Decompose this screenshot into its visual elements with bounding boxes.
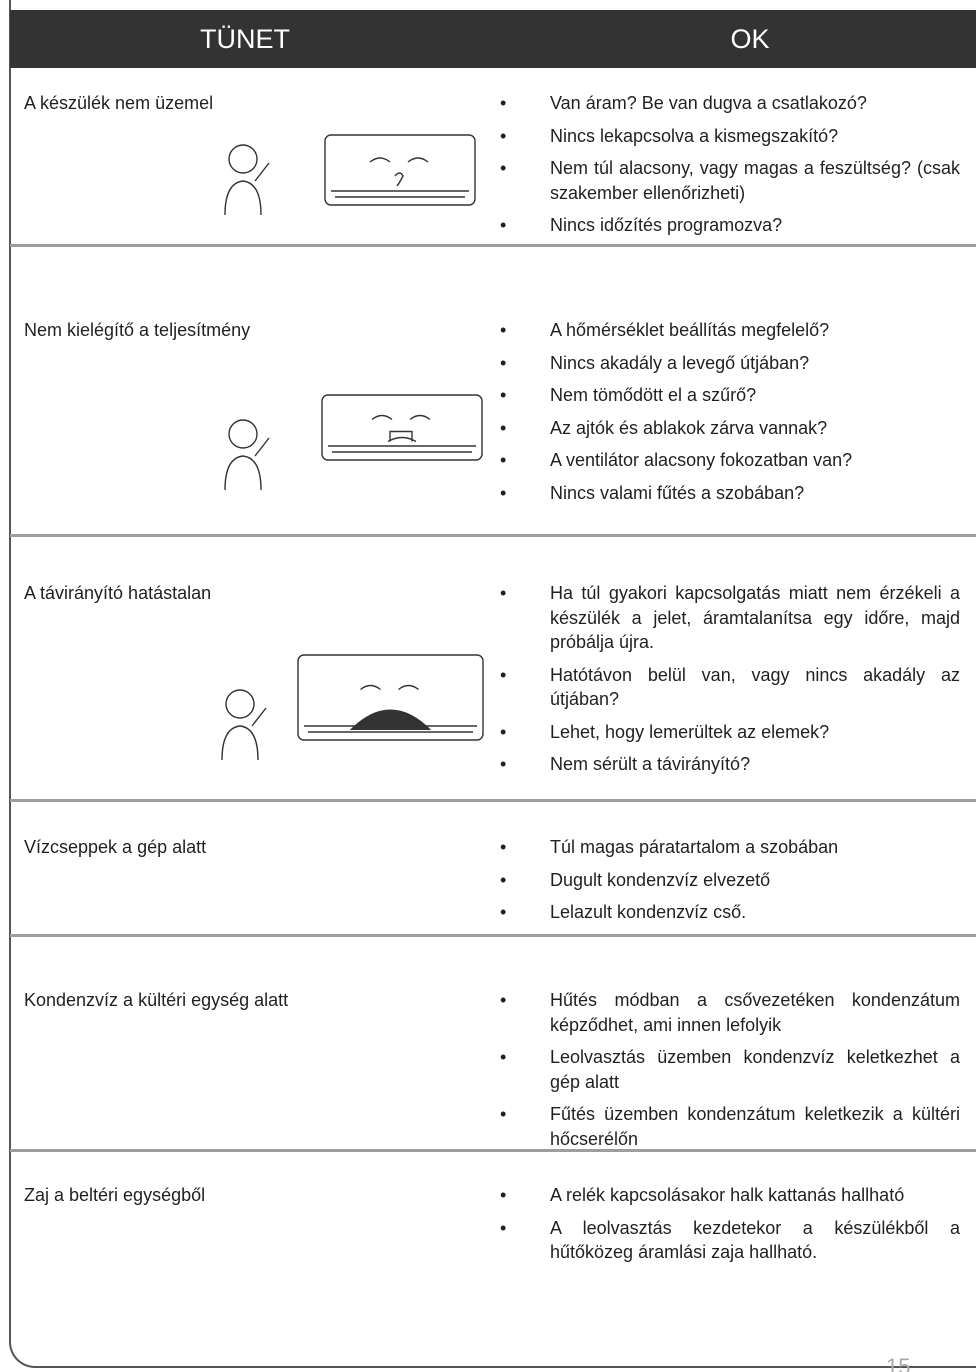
cause-list: • A relék kapcsolásakor halk kattanás hal… [500, 1183, 960, 1273]
cause-list: • Van áram? Be van dugva a csatlakozó? • Ni… [500, 91, 960, 246]
cause-list: • A hőmérséklet beállítás megfelelő? • Ninc… [500, 318, 960, 513]
cause: • A relék kapcsolásakor halk kattanás hal… [500, 1183, 960, 1208]
cause-text: A relék kapcsolásakor halk kattanás hall… [550, 1185, 905, 1205]
row-separator [10, 534, 976, 537]
bullet: • [500, 385, 507, 405]
column-header: TÜNET [200, 24, 290, 54]
bullet: • [500, 869, 507, 890]
cause: • Nem sérült a távirányító? [500, 752, 960, 777]
bullet: • [500, 320, 507, 340]
cause-text: A hőmérséklet beállítás megfelelő? [550, 320, 830, 340]
cause: • Túl magas páratartalom a szobában [500, 835, 960, 860]
cause-text: Nincs valami fűtés a szobában? [550, 482, 805, 503]
bullet: • [500, 417, 507, 438]
cause-text: Hűtés módban a csővezetéken kondenzátum … [550, 990, 960, 1035]
row-separator [10, 244, 976, 247]
cause: • Az ajtók és ablakok zárva vannak? [500, 416, 960, 441]
bullet: • [500, 93, 507, 113]
column-header: OK [730, 24, 770, 54]
cause: • Nem tömődött el a szűrő? [500, 383, 960, 408]
bullet: • [500, 990, 507, 1010]
bullet: • [500, 158, 507, 178]
bullet: • [500, 1104, 507, 1124]
cause: • Nincs időzítés programozva? [500, 213, 960, 238]
page-number: 15 [886, 1354, 911, 1372]
cause-text: Ha túl gyakori kapcsolgatás miatt nem ér… [550, 583, 960, 652]
symptom: A készülék nem üzemel [24, 93, 214, 113]
symptom: Nem kielégítő a teljesítmény [24, 320, 251, 340]
bullet: • [500, 482, 507, 503]
bullet: • [500, 125, 507, 146]
cause-list: • Túl magas páratartalom a szobában • Dugul… [500, 835, 960, 933]
cause-text: Nincs időzítés programozva? [550, 215, 783, 235]
cause: • Ha túl gyakori kapcsolgatás miatt nem é… [500, 581, 960, 655]
cause-list: • Ha túl gyakori kapcsolgatás miatt nem é… [500, 581, 960, 785]
bullet: • [500, 1217, 507, 1238]
bullet: • [500, 754, 507, 774]
cause: • Dugult kondenzvíz elvezető [500, 868, 960, 893]
cause: • Nincs akadály a levegő útjában? [500, 351, 960, 376]
cause-text: Lelazult kondenzvíz cső. [550, 902, 747, 922]
cause: • Hatótávon belül van, vagy nincs akadály… [500, 663, 960, 712]
cause-text: Nem sérült a távirányító? [550, 754, 751, 774]
symptom: Zaj a beltéri egységből [24, 1185, 206, 1205]
cause: • A leolvasztás kezdetekor a készülékből … [500, 1216, 960, 1265]
cause: • Nem túl alacsony, vagy magas a feszülts… [500, 156, 960, 205]
table-header: TÜNET OK [10, 10, 976, 68]
bullet: • [500, 664, 507, 685]
cause-text: A ventilátor alacsony fokozatban van? [550, 450, 853, 470]
cause: • Hűtés módban a csővezetéken kondenzátum… [500, 988, 960, 1037]
row-separator [10, 1149, 976, 1152]
cause-text: Fűtés üzemben kondenzátum keletkezik a k… [550, 1104, 960, 1149]
cause: • Lelazult kondenzvíz cső. [500, 900, 960, 925]
cause: • Lehet, hogy lemerültek az elemek? [500, 720, 960, 745]
cause: • Nincs lekapcsolva a kismegszakító? [500, 124, 960, 149]
bullet: • [500, 1047, 507, 1067]
cause-text: A leolvasztás kezdetekor a készülékből a… [550, 1217, 960, 1263]
bullet: • [500, 215, 507, 235]
symptom: Vízcseppek a gép alatt [24, 837, 207, 857]
cause-text: Hatótávon belül van, vagy nincs akadály … [550, 664, 960, 710]
bullet: • [500, 837, 507, 857]
bullet: • [500, 1185, 507, 1205]
cause-text: Van áram? Be van dugva a csatlakozó? [550, 93, 867, 113]
bullet: • [500, 583, 507, 603]
cause: • Nincs valami fűtés a szobában? [500, 481, 960, 506]
bullet: • [500, 352, 507, 373]
cause-text: Nincs akadály a levegő útjában? [550, 352, 810, 373]
cause: • A ventilátor alacsony fokozatban van? [500, 448, 960, 473]
row-separator [10, 934, 976, 937]
cause-text: Nem túl alacsony, vagy magas a feszültsé… [550, 158, 960, 203]
bullet: • [500, 721, 507, 742]
page-frame [9, 0, 976, 1368]
cause-text: Leolvasztás üzemben kondenzvíz keletkezh… [550, 1047, 960, 1092]
bullet: • [500, 902, 507, 922]
cause-text: Túl magas páratartalom a szobában [550, 837, 839, 857]
cause: • Van áram? Be van dugva a csatlakozó? [500, 91, 960, 116]
cause-text: Lehet, hogy lemerültek az elemek? [550, 721, 830, 742]
cause: • A hőmérséklet beállítás megfelelő? [500, 318, 960, 343]
cause: • Fűtés üzemben kondenzátum keletkezik a … [500, 1102, 960, 1151]
cause-text: Nem tömődött el a szűrő? [550, 385, 757, 405]
bullet: • [500, 450, 507, 470]
cause-text: Dugult kondenzvíz elvezető [550, 869, 771, 890]
cause-text: Nincs lekapcsolva a kismegszakító? [550, 125, 839, 146]
symptom: Kondenzvíz a kültéri egység alatt [24, 990, 289, 1010]
cause-list: • Hűtés módban a csővezetéken kondenzátum… [500, 988, 960, 1159]
cause: • Leolvasztás üzemben kondenzvíz keletkez… [500, 1045, 960, 1094]
row-separator [10, 799, 976, 802]
cause-text: Az ajtók és ablakok zárva vannak? [550, 417, 828, 438]
symptom: A távirányító hatástalan [24, 583, 212, 603]
